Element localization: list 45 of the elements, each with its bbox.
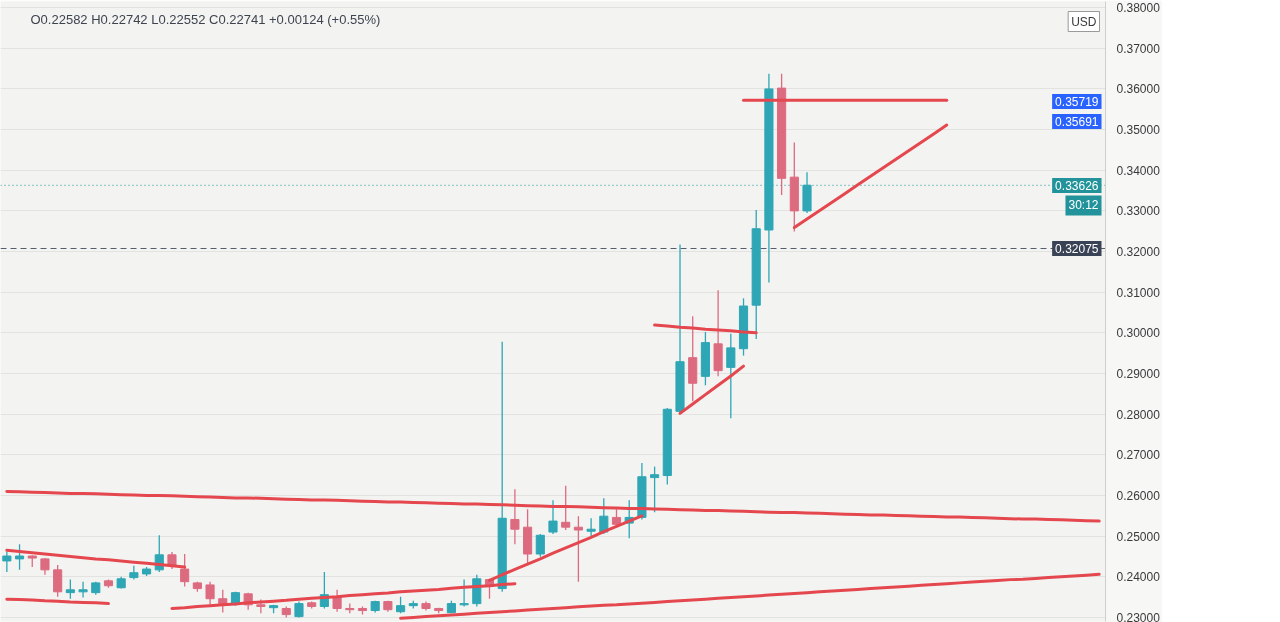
y-tick-label: 0.31000 bbox=[1116, 285, 1161, 300]
candlestick bbox=[726, 333, 736, 419]
y-tick-label: 0.26000 bbox=[1116, 488, 1161, 503]
candlestick bbox=[535, 533, 545, 558]
y-tick-label: 0.36000 bbox=[1116, 82, 1161, 97]
y-tick-label: 0.34000 bbox=[1116, 163, 1161, 178]
candlestick bbox=[548, 499, 558, 535]
candlestick bbox=[78, 581, 88, 599]
line-series bbox=[653, 323, 758, 335]
candlestick bbox=[2, 551, 12, 573]
line-series bbox=[678, 364, 746, 415]
candlestick bbox=[586, 517, 596, 538]
annotation: 0.35719 bbox=[1055, 95, 1099, 109]
ref-line-label: 0.33626 30:12 bbox=[1055, 178, 1099, 213]
y-tick-label: 0.32000 bbox=[1116, 245, 1161, 260]
candlestick bbox=[561, 485, 571, 531]
candlestick bbox=[599, 497, 609, 535]
annotation: 0.35691 bbox=[1055, 115, 1099, 129]
y-axis-title: USD bbox=[1071, 14, 1097, 29]
y-tick-label: 0.38000 bbox=[1116, 1, 1161, 16]
text: O0.22582 H0.22742 L0.22552 C0.22741 +0.00124 (+0.55%) bbox=[30, 12, 381, 27]
y-tick-label: 0.33000 bbox=[1116, 204, 1161, 219]
candlestick bbox=[510, 488, 520, 545]
candlestick bbox=[65, 578, 75, 600]
y-tick-label: 0.25000 bbox=[1116, 529, 1161, 544]
candlestick bbox=[53, 564, 63, 598]
candlestick bbox=[573, 515, 583, 583]
y-tick-label: 0.35000 bbox=[1116, 123, 1161, 138]
y-tick-label: 0.23000 bbox=[1116, 610, 1161, 622]
line-series bbox=[792, 123, 949, 230]
y-tick-label: 0.30000 bbox=[1116, 326, 1161, 341]
y-tick-label: 0.27000 bbox=[1116, 448, 1161, 463]
candlestick bbox=[205, 581, 215, 606]
candlestick bbox=[14, 543, 25, 571]
y-tick-label: 0.29000 bbox=[1116, 367, 1161, 381]
line-series bbox=[399, 572, 1101, 620]
y-tick-label: 0.37000 bbox=[1116, 41, 1161, 56]
candlestick bbox=[459, 578, 469, 608]
candlestick bbox=[650, 465, 660, 513]
y-tick-label: 0.24000 bbox=[1116, 570, 1161, 585]
line-series bbox=[5, 489, 1101, 523]
candlestick bbox=[180, 553, 190, 588]
ref-line-label: 0.32075 bbox=[1055, 241, 1099, 256]
candlestick bbox=[332, 589, 342, 613]
y-tick-label: 0.28000 bbox=[1116, 407, 1161, 422]
